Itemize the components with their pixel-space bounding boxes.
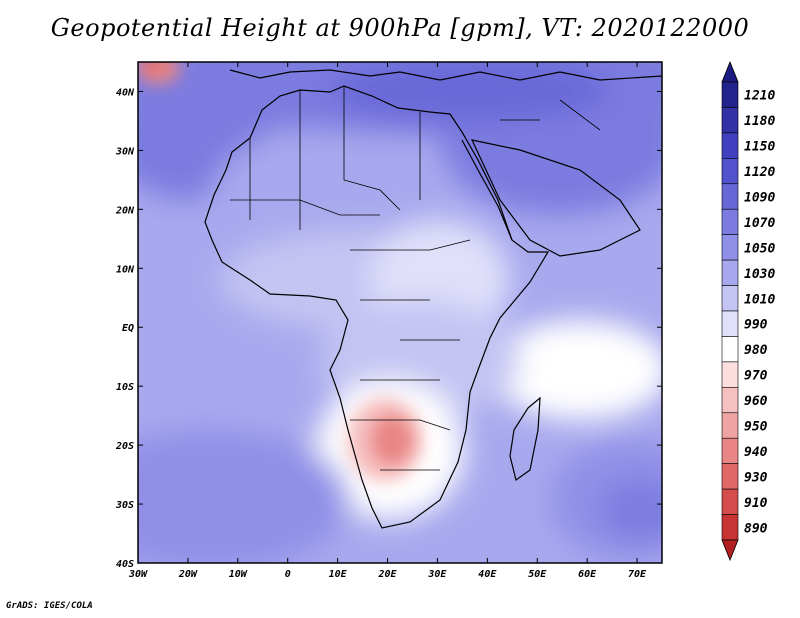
colorbar-label: 960 <box>744 394 768 409</box>
colorbar-swatch <box>721 208 739 235</box>
lon-tick-label: 70E <box>628 569 647 580</box>
colorbar-label: 1070 <box>744 216 775 231</box>
colorbar-swatch <box>721 514 739 541</box>
colorbar-swatch <box>721 81 739 108</box>
field-indian-ocean <box>490 320 662 420</box>
colorbar-label: 890 <box>744 521 768 536</box>
colorbar-label: 950 <box>744 420 768 435</box>
arabia-coastline <box>470 139 641 257</box>
colorbar-swatch <box>721 285 739 312</box>
colorbar-label: 930 <box>744 470 768 485</box>
borders <box>230 86 601 471</box>
coastlines <box>204 69 662 529</box>
lon-tick-label: 30W <box>128 569 148 580</box>
field-med-core <box>330 62 610 120</box>
colorbar-label: 990 <box>744 318 768 333</box>
longitude-axis: 30W 20W 10W 0 10E 20E 30E 40E 50E 60E 70E <box>128 62 647 580</box>
lat-tick-label: 10S <box>116 382 134 393</box>
lat-tick-label: 10N <box>116 264 135 275</box>
height-field <box>138 62 662 563</box>
colorbar-label: 1050 <box>744 241 775 256</box>
colorbar-label: 1120 <box>744 165 775 180</box>
lon-tick-label: 20E <box>377 569 397 580</box>
lon-tick-label: 40E <box>478 569 497 580</box>
lat-tick-label: 20N <box>115 205 135 216</box>
colorbar-label: 1010 <box>744 292 775 307</box>
colorbar-swatch <box>721 107 739 134</box>
colorbar-swatch <box>721 387 739 414</box>
colorbar-swatch <box>721 336 739 363</box>
lon-tick-label: 30E <box>427 569 447 580</box>
lat-tick-label: 20S <box>115 441 134 452</box>
colorbar-swatch <box>721 158 739 185</box>
lon-tick-label: 60E <box>578 569 597 580</box>
map-title: Geopotential Height at 900hPa [gpm], VT:… <box>50 14 750 42</box>
colorbar-swatch <box>721 183 739 210</box>
colorbar-swatch <box>721 310 739 337</box>
colorbar-swatch <box>721 259 739 286</box>
grads-credit: GrADS: IGES/COLA <box>6 601 93 611</box>
field-south-indian-core <box>600 480 662 540</box>
africa-coastline <box>204 85 550 529</box>
lon-tick-label: 10W <box>229 569 248 580</box>
madagascar-coastline <box>509 396 541 482</box>
colorbar-label: 980 <box>744 343 768 358</box>
colorbar-label: 910 <box>744 496 768 511</box>
red-sea <box>461 139 513 241</box>
colorbar-label: 1180 <box>744 114 775 129</box>
colorbar: 1210 1180 1150 1120 1090 1070 1050 1030 1010 990 9… <box>721 60 775 562</box>
lon-tick-label: 20W <box>178 569 198 580</box>
lat-tick-label: 30N <box>115 146 135 157</box>
colorbar-swatch <box>721 463 739 490</box>
field-nw-low-core <box>142 62 162 72</box>
colorbar-swatch <box>721 488 739 515</box>
lat-tick-label: 40S <box>116 559 134 570</box>
lat-tick-label: EQ <box>122 323 134 334</box>
europe-coastline <box>229 69 662 81</box>
field-sa-core <box>370 414 414 466</box>
colorbar-label: 1210 <box>744 89 775 104</box>
colorbar-bottom-arrow <box>721 539 739 562</box>
lat-tick-label: 40N <box>116 87 135 98</box>
colorbar-label: 970 <box>744 369 768 384</box>
colorbar-top-arrow <box>721 60 739 83</box>
field-south-atlantic <box>138 430 350 563</box>
lon-tick-label: 10E <box>329 569 348 580</box>
lon-tick-label: 0 <box>285 569 291 580</box>
lat-tick-label: 30S <box>115 500 134 511</box>
colorbar-swatch <box>721 412 739 439</box>
colorbar-label: 940 <box>744 445 768 460</box>
map-frame <box>137 61 663 564</box>
colorbar-label: 1090 <box>744 191 775 206</box>
colorbar-label: 1150 <box>744 140 775 155</box>
colorbar-swatch <box>721 234 739 261</box>
colorbar-swatch <box>721 361 739 388</box>
colorbar-swatch <box>721 437 739 464</box>
lon-tick-label: 50E <box>528 569 547 580</box>
colorbar-label: 1030 <box>744 267 775 282</box>
latitude-axis: 40N 30N 20N 10N EQ 10S 20S 30S 40S <box>115 87 662 570</box>
colorbar-swatch <box>721 132 739 159</box>
